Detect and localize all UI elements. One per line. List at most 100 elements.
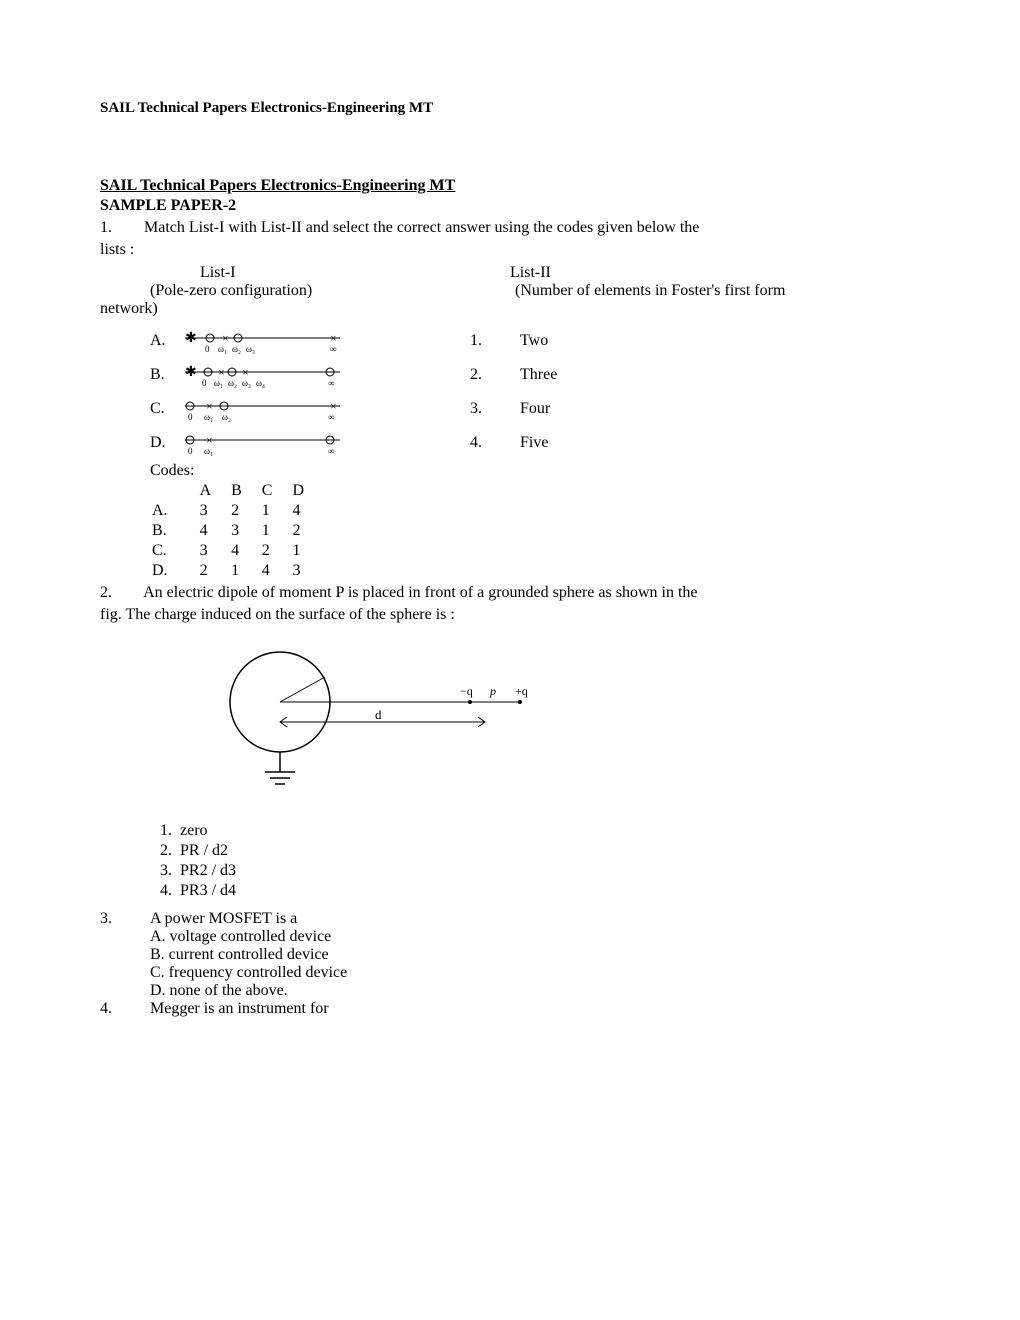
- codes-cell: 1: [231, 562, 260, 580]
- q2-options: 1. zero 2. PR / d2 3. PR2 / d3 4. PR3 / …: [160, 822, 920, 900]
- q3-opt-a: A. voltage controlled device: [150, 928, 920, 946]
- q3-opt-d: D. none of the above.: [150, 982, 920, 1000]
- codes-header-2: B: [231, 482, 260, 500]
- q2-num: 2.: [100, 584, 112, 601]
- q1-row-d-num: 4.: [470, 434, 520, 452]
- svg-text:∞: ∞: [328, 378, 334, 388]
- q1-row-a-label: A.: [150, 332, 180, 350]
- section-title: SAIL Technical Papers Electronics-Engine…: [100, 177, 920, 195]
- list1-sub: (Pole-zero configuration): [150, 282, 460, 300]
- list1-label: List-I: [200, 264, 460, 282]
- q4-num: 4.: [100, 1000, 150, 1018]
- q2-opt-text: PR3 / d4: [180, 882, 236, 899]
- codes-header-1: A: [200, 482, 230, 500]
- codes-cell: 2: [292, 522, 322, 540]
- svg-text:ω₁: ω₁: [204, 446, 213, 456]
- q1-row-c-num: 3.: [470, 400, 520, 418]
- codes-cell: C.: [152, 542, 198, 560]
- q3-opt-c: C. frequency controlled device: [150, 964, 920, 982]
- codes-table: A B C D A. 3 2 1 4 B. 4 3 1 2 C. 3 4 2 1…: [150, 480, 324, 582]
- q1-row-d-label: D.: [150, 434, 180, 452]
- q1-row-c-label: C.: [150, 400, 180, 418]
- codes-cell: 3: [200, 502, 230, 520]
- svg-text:×: ×: [206, 399, 213, 413]
- svg-text:−q: −q: [460, 684, 473, 698]
- codes-cell: 2: [231, 502, 260, 520]
- codes-cell: 1: [292, 542, 322, 560]
- pole-zero-diagram-d: × 0 ω₁ ∞: [180, 428, 350, 458]
- codes-cell: 4: [200, 522, 230, 540]
- q3-num: 3.: [100, 910, 150, 1000]
- sphere-dipole-diagram: d −q p +q: [220, 647, 920, 802]
- codes-cell: 1: [262, 522, 291, 540]
- svg-text:ω₃: ω₃: [246, 344, 255, 354]
- q2-opt-num: 3.: [160, 862, 172, 879]
- svg-text:∞: ∞: [328, 446, 334, 456]
- codes-cell: A.: [152, 502, 198, 520]
- q1-row-b-val: Three: [520, 366, 557, 384]
- svg-text:✱: ✱: [185, 365, 197, 380]
- codes-cell: 4: [262, 562, 291, 580]
- q1-row-a-val: Two: [520, 332, 548, 350]
- q2-opt-num: 2.: [160, 842, 172, 859]
- q1-row-b-num: 2.: [470, 366, 520, 384]
- svg-text:0: 0: [202, 378, 207, 388]
- svg-text:∞: ∞: [328, 412, 334, 422]
- list2-sub: (Number of elements in Foster's first fo…: [515, 282, 920, 300]
- codes-cell: D.: [152, 562, 198, 580]
- q1-body: Match List-I with List-II and select the…: [144, 219, 699, 236]
- codes-header-4: D: [292, 482, 322, 500]
- q4-text: Megger is an instrument for: [150, 1000, 920, 1018]
- codes-cell: 4: [231, 542, 260, 560]
- svg-text:×: ×: [218, 365, 225, 379]
- codes-cell: 3: [231, 522, 260, 540]
- q2-opt-text: PR2 / d3: [180, 862, 236, 879]
- q1-row-a-num: 1.: [470, 332, 520, 350]
- codes-cell: 4: [292, 502, 322, 520]
- list2-label: List-II: [510, 264, 920, 282]
- svg-text:ω₂: ω₂: [228, 378, 237, 388]
- q2-opt-text: PR / d2: [180, 842, 228, 859]
- svg-text:0: 0: [205, 344, 210, 354]
- svg-text:ω₃: ω₃: [242, 378, 251, 388]
- q2-opt-text: zero: [180, 822, 208, 839]
- svg-text:ω₁: ω₁: [214, 378, 223, 388]
- svg-text:∞: ∞: [330, 344, 336, 354]
- svg-text:ω₄: ω₄: [256, 378, 265, 388]
- network-label: network): [100, 300, 920, 318]
- q1-text: 1. Match List-I with List-II and select …: [100, 217, 920, 239]
- svg-text:×: ×: [330, 331, 337, 345]
- svg-text:ω₂: ω₂: [222, 412, 231, 422]
- q2-text2: fig. The charge induced on the surface o…: [100, 604, 920, 626]
- codes-cell: 1: [262, 502, 291, 520]
- q3-opt-b: B. current controlled device: [150, 946, 920, 964]
- svg-text:0: 0: [188, 412, 193, 422]
- section-subtitle: SAMPLE PAPER-2: [100, 197, 920, 215]
- svg-text:✱: ✱: [185, 331, 197, 346]
- q1-row-d-val: Five: [520, 434, 548, 452]
- q1-num: 1.: [100, 219, 112, 236]
- pole-zero-diagram-c: × × 0 ω₁ ω₂ ∞: [180, 394, 350, 424]
- q2-opt-num: 4.: [160, 882, 172, 899]
- svg-text:p: p: [489, 684, 496, 698]
- q1-text2: lists :: [100, 239, 920, 261]
- pole-zero-diagram-a: ✱ × × 0 ω₁ ω₂ ω₃ ∞: [180, 326, 350, 356]
- codes-cell: 2: [200, 562, 230, 580]
- svg-text:ω₁: ω₁: [204, 412, 213, 422]
- svg-text:×: ×: [330, 399, 337, 413]
- svg-text:d: d: [375, 707, 382, 722]
- svg-text:ω₂: ω₂: [232, 344, 241, 354]
- codes-cell: B.: [152, 522, 198, 540]
- q2-line1: 2. An electric dipole of moment P is pla…: [100, 582, 920, 604]
- svg-text:0: 0: [188, 446, 193, 456]
- codes-cell: 2: [262, 542, 291, 560]
- codes-header-0: [152, 482, 198, 500]
- q1-row-c-val: Four: [520, 400, 550, 418]
- q3-text: A power MOSFET is a: [150, 910, 920, 928]
- svg-text:×: ×: [206, 433, 213, 447]
- svg-text:×: ×: [222, 331, 229, 345]
- svg-text:+q: +q: [515, 684, 528, 698]
- codes-cell: 3: [292, 562, 322, 580]
- codes-header-3: C: [262, 482, 291, 500]
- q2-text1: An electric dipole of moment P is placed…: [143, 584, 697, 601]
